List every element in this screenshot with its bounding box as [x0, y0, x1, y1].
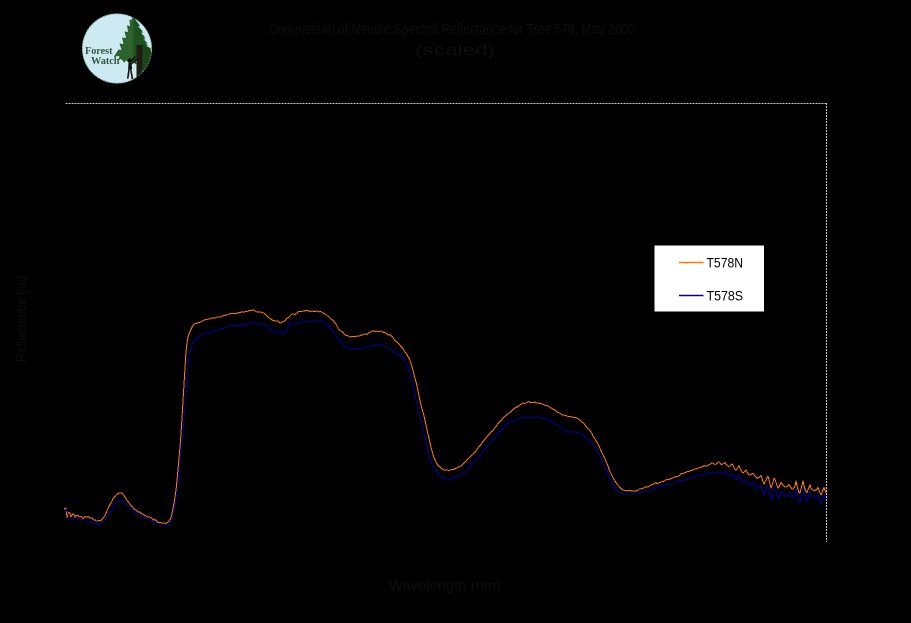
svg-text:T578N: T578N	[707, 254, 744, 270]
svg-text:(scaled): (scaled)	[415, 43, 495, 59]
svg-text:Reflectance (%): Reflectance (%)	[14, 276, 29, 362]
svg-text:Comparison of Needle Spectral: Comparison of Needle Spectral Reflectanc…	[269, 22, 635, 38]
svg-text:Forest: Forest	[85, 46, 113, 57]
svg-text:Wavelength (nm): Wavelength (nm)	[389, 578, 501, 593]
svg-text:T578S: T578S	[707, 287, 744, 303]
svg-text:Watch: Watch	[91, 56, 120, 67]
